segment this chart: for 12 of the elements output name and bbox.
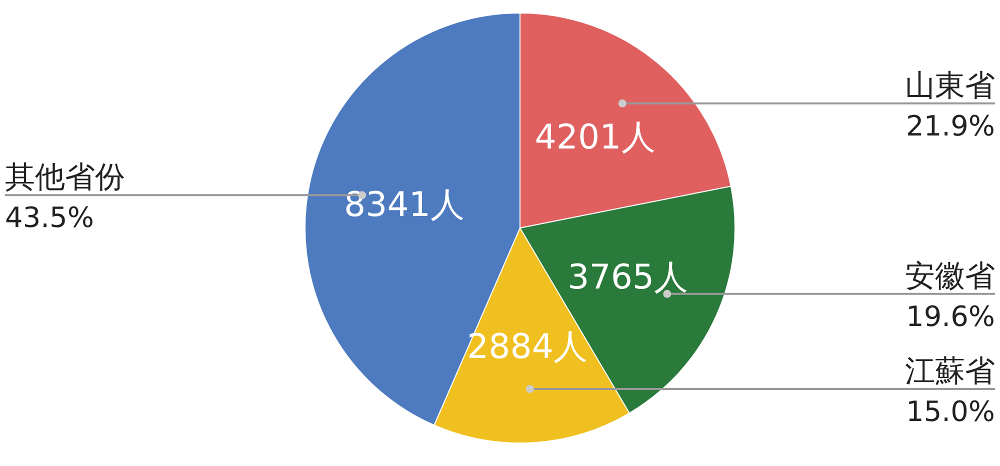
text: 15.0% bbox=[906, 394, 995, 428]
data-label: 3765人 bbox=[568, 257, 688, 298]
slice-label: 江蘇省 bbox=[905, 354, 995, 389]
text: 43.5% bbox=[5, 201, 94, 234]
data-label: 4201人 bbox=[534, 118, 656, 158]
slice-label: 安徽省 bbox=[905, 258, 995, 294]
data-label: 8341人 bbox=[344, 184, 464, 225]
text: 21.9% bbox=[906, 109, 995, 142]
text: 19.6% bbox=[906, 300, 995, 333]
slice-label: 其他省份 bbox=[5, 160, 125, 196]
slice-label: 山東省 bbox=[905, 68, 995, 104]
data-label: 2884人 bbox=[466, 327, 588, 368]
